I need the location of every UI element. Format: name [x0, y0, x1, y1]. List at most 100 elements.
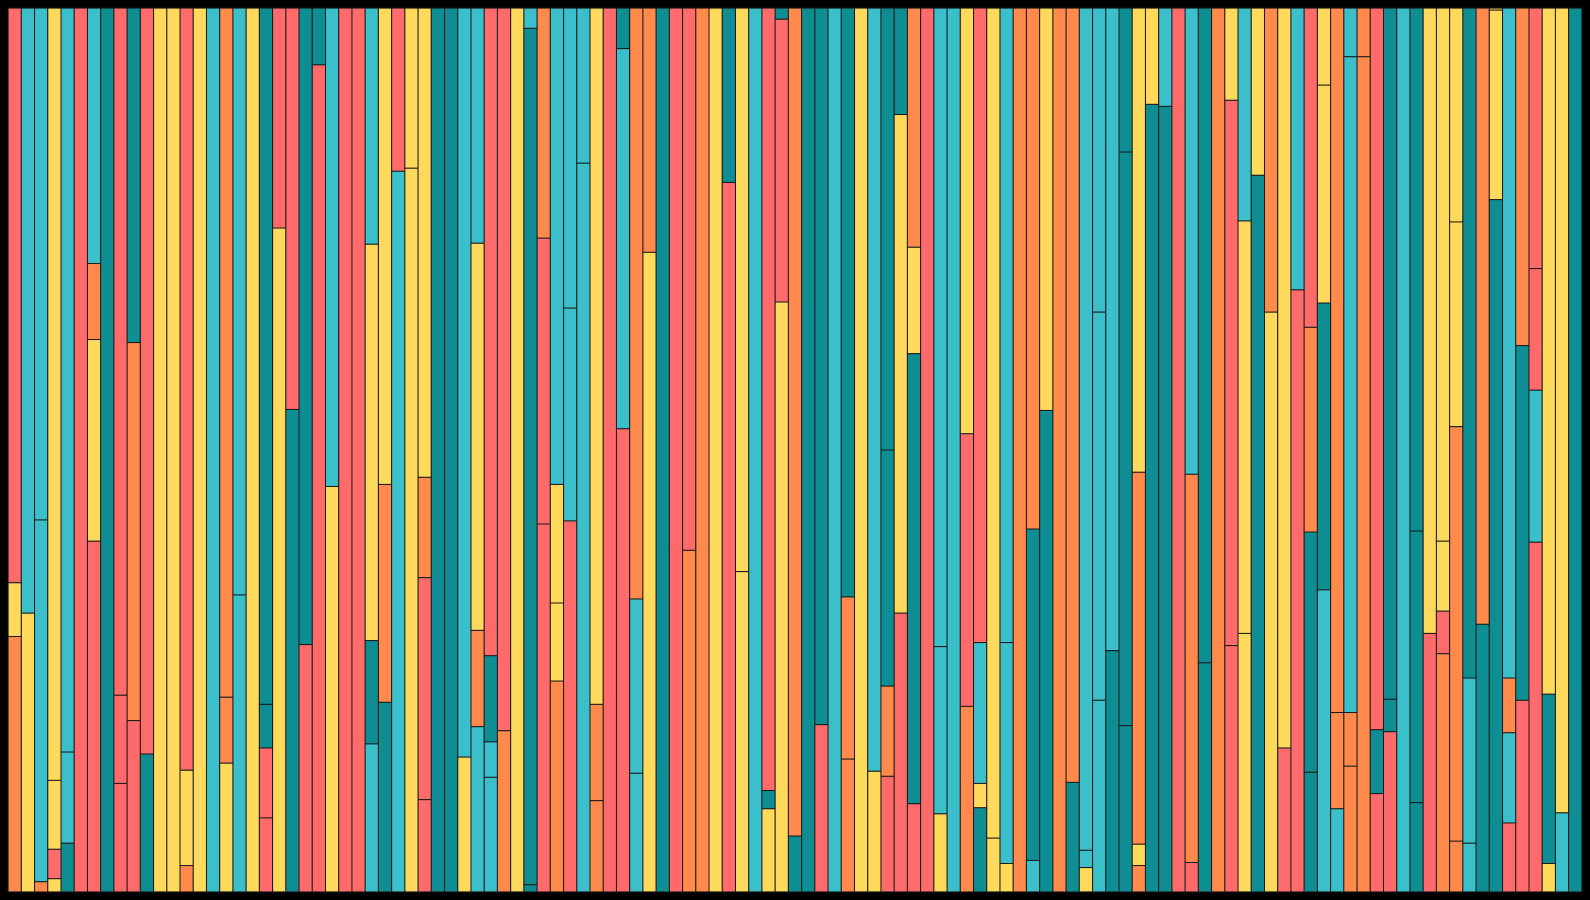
- stripe-segment: [483, 776, 498, 893]
- stripe-segment: [629, 598, 644, 774]
- stripe-segment: [391, 170, 406, 893]
- stripe-segment: [1025, 859, 1041, 893]
- stripe-segment: [880, 449, 895, 687]
- stripe-segment: [986, 7, 1001, 839]
- stripe-segment: [60, 7, 75, 753]
- stripe-segment: [192, 7, 207, 893]
- stripe-segment: [219, 762, 234, 893]
- stripe-segment: [563, 307, 578, 522]
- stripe-segment: [999, 7, 1014, 644]
- stripe-segment: [840, 7, 856, 598]
- stripe-segment: [549, 680, 565, 893]
- stripe-segment: [959, 705, 975, 893]
- stripe-segment: [655, 7, 670, 893]
- stripe-segment: [1092, 311, 1107, 701]
- stripe-segment: [1078, 867, 1094, 893]
- stripe-segment: [7, 635, 22, 893]
- stripe-segment: [1290, 7, 1305, 291]
- stripe-segment: [933, 7, 948, 648]
- stripe-segment: [893, 7, 908, 116]
- stripe-segment: [1343, 56, 1358, 714]
- stripe-segment: [1039, 7, 1054, 411]
- stripe-segment: [179, 7, 194, 771]
- stripe-segment: [272, 7, 287, 229]
- stripe-segment: [523, 884, 538, 893]
- stripe-segment: [377, 7, 393, 485]
- stripe-segment: [536, 7, 551, 239]
- stripe-segment: [787, 7, 803, 837]
- stripe-segment: [748, 7, 763, 893]
- stripe-segment: [153, 7, 168, 893]
- stripe-segment: [86, 7, 102, 265]
- stripe-segment: [351, 7, 366, 893]
- stripe-segment: [1515, 7, 1530, 347]
- stripe-segment: [576, 162, 591, 893]
- stripe-segment: [1502, 7, 1517, 679]
- stripe-segment: [496, 7, 512, 732]
- stripe-segment: [774, 7, 789, 20]
- stripe-segment: [1250, 7, 1265, 176]
- stripe-segment: [483, 741, 498, 778]
- stripe-segment: [563, 520, 578, 893]
- stripe-segment: [721, 7, 736, 183]
- stripe-segment: [1224, 645, 1239, 893]
- stripe-segment: [1409, 802, 1424, 893]
- stripe-segment: [258, 703, 274, 749]
- stripe-segment: [761, 808, 776, 893]
- stripe-segment: [933, 646, 948, 815]
- stripe-segment: [827, 7, 842, 893]
- stripe-segment: [629, 7, 644, 600]
- stripe-segment: [867, 770, 882, 893]
- stripe-segment: [1502, 677, 1517, 734]
- stripe-segment: [1568, 7, 1583, 893]
- stripe-segment: [391, 7, 406, 172]
- stripe-segment: [973, 642, 988, 784]
- stripe-segment: [774, 301, 789, 893]
- stripe-segment: [139, 753, 155, 893]
- stripe-segment: [946, 7, 961, 893]
- stripe-segment: [1184, 473, 1199, 864]
- stripe-segment: [483, 7, 498, 657]
- stripe-segment: [589, 800, 604, 893]
- stripe-segment: [1065, 7, 1080, 783]
- stripe-segment: [867, 7, 882, 772]
- stripe-segment: [364, 743, 379, 893]
- stripe-segment: [1435, 540, 1451, 612]
- stripe-segment: [272, 227, 287, 893]
- stripe-segment: [1237, 632, 1252, 893]
- stripe-segment: [377, 483, 393, 703]
- stripe-segment: [536, 237, 551, 525]
- stripe-segment: [840, 596, 856, 760]
- stripe-segment: [999, 863, 1014, 893]
- stripe-segment: [47, 7, 62, 781]
- stripe-segment: [1554, 7, 1570, 814]
- stripe-segment: [906, 246, 922, 355]
- stripe-segment: [1184, 7, 1199, 475]
- stripe-segment: [1131, 471, 1146, 845]
- stripe-segment: [1277, 747, 1292, 893]
- stripe-segment: [285, 7, 300, 410]
- stripe-segment: [377, 701, 393, 893]
- stripe-segment: [549, 602, 565, 682]
- stripe-segment: [1449, 7, 1464, 223]
- stripe-segment: [325, 485, 340, 893]
- stripe-segment: [1502, 822, 1517, 893]
- stripe-segment: [86, 339, 102, 542]
- stripe-segment: [86, 540, 102, 893]
- stripe-segment: [1369, 793, 1385, 893]
- stripe-segment: [1383, 7, 1398, 700]
- stripe-segment: [232, 594, 247, 893]
- stripe-segment: [1316, 589, 1332, 893]
- stripe-segment: [1131, 7, 1146, 473]
- stripe-segment: [893, 114, 908, 614]
- stripe-segment: [523, 7, 538, 29]
- stripe-segment: [801, 7, 816, 893]
- stripe-segment: [1449, 426, 1464, 842]
- stripe-segment: [1237, 7, 1252, 222]
- stripe-segment: [34, 881, 49, 893]
- stripe-segment: [1343, 7, 1358, 58]
- stripe-segment: [126, 7, 141, 344]
- stripe-segment: [1449, 221, 1464, 428]
- stripe-segment: [1303, 326, 1318, 533]
